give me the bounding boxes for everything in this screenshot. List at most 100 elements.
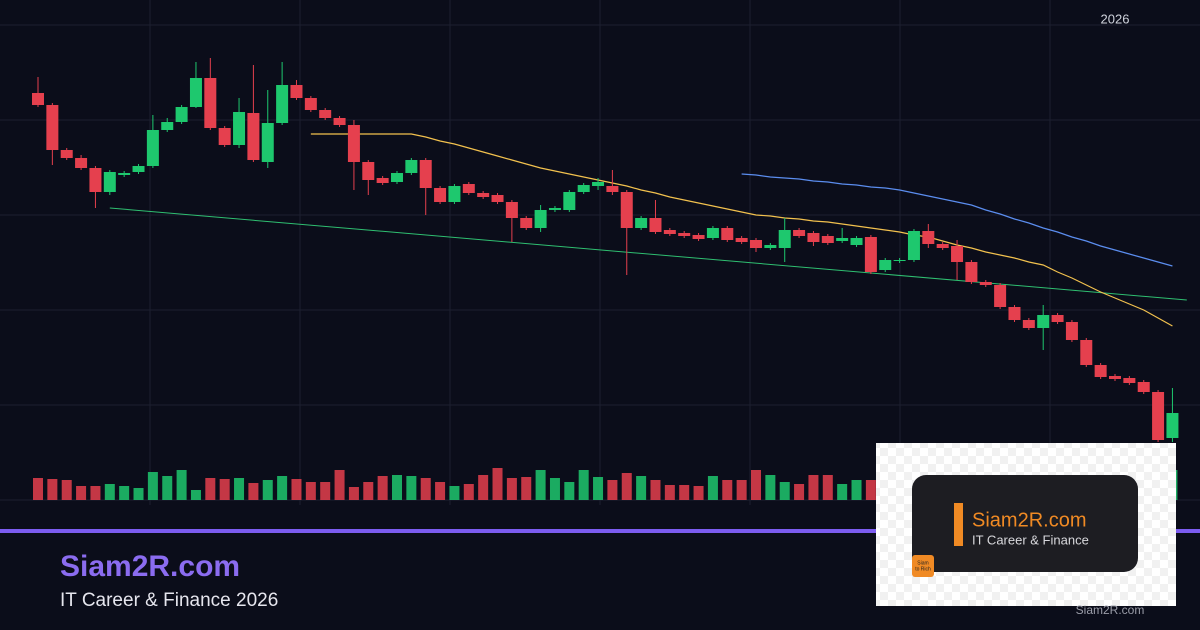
candle-body <box>750 240 762 248</box>
candle-body <box>290 85 303 98</box>
volume-bar <box>636 476 647 500</box>
volume-bar <box>435 482 446 500</box>
candle-body <box>132 166 145 172</box>
volume-bar <box>61 480 72 500</box>
candle-body <box>391 173 403 182</box>
volume-bar <box>751 470 761 500</box>
candle-body <box>175 107 188 122</box>
candle-body <box>161 122 174 130</box>
candle-body <box>75 158 88 168</box>
volume-bar <box>377 476 388 500</box>
volume-bar <box>305 482 316 500</box>
candle-body <box>405 160 418 173</box>
volume-bar <box>147 472 158 500</box>
candle-body <box>520 218 533 228</box>
moving-average <box>741 173 1173 267</box>
candle-body <box>821 236 834 243</box>
volume-bar <box>492 468 503 500</box>
volume-bar <box>33 478 43 500</box>
candle-body <box>951 246 964 262</box>
candle-body <box>778 230 791 248</box>
candle-body <box>462 184 475 193</box>
overlay-subtitle: IT Career & Finance <box>972 532 1089 547</box>
grid <box>0 0 1200 505</box>
overlay-icon <box>912 555 934 577</box>
volume-bar <box>205 478 216 500</box>
volume-bar <box>607 480 618 500</box>
candle-body <box>907 231 920 260</box>
candle-body <box>807 233 820 242</box>
candle-body <box>1051 315 1064 322</box>
volume-bar <box>277 476 288 500</box>
volume-bar <box>219 479 230 500</box>
candle-body <box>376 178 389 183</box>
volume-bar <box>348 487 359 500</box>
volume-bar <box>564 482 575 500</box>
candle-body <box>548 208 561 210</box>
volume-bar <box>808 475 819 500</box>
moving-average <box>310 133 1173 327</box>
candle-body <box>1022 320 1035 328</box>
volume-bar <box>76 486 87 500</box>
candle-body <box>60 150 73 158</box>
icon-text: Siam <box>917 560 928 566</box>
candle-body <box>333 118 346 125</box>
volume-bar <box>133 488 144 500</box>
candle-body <box>1137 382 1150 392</box>
candle-body <box>1094 365 1107 377</box>
candle-body <box>692 235 705 239</box>
overlay-title: Siam2R.com <box>972 509 1086 531</box>
volume-bar <box>463 484 474 500</box>
volume-bar <box>190 490 201 500</box>
candle-body <box>477 193 490 197</box>
candle-body <box>233 112 246 145</box>
volume-bar <box>478 475 489 500</box>
volume-bar <box>549 478 560 500</box>
volume-bar <box>506 478 517 500</box>
candle-body <box>678 233 691 236</box>
candle-body <box>434 188 447 202</box>
volume-bar <box>535 470 546 500</box>
volume-bar <box>822 475 833 500</box>
candle-body <box>247 113 260 160</box>
candle-body <box>304 98 317 110</box>
divider <box>0 529 1200 533</box>
volume-bar <box>521 477 532 500</box>
candle-body <box>649 218 662 232</box>
candle-body <box>534 210 547 228</box>
volume-bar <box>262 480 273 500</box>
candle-body <box>261 123 274 162</box>
candle-body <box>32 93 44 105</box>
volume-bar <box>664 485 675 500</box>
candle-body <box>419 160 432 188</box>
candle-body <box>1123 378 1136 383</box>
volume-bar <box>865 480 876 500</box>
volume-bar <box>736 480 747 500</box>
candle-body <box>893 260 906 261</box>
overlay-accent <box>954 503 963 546</box>
candle-body <box>965 262 978 282</box>
volume-bar <box>794 484 805 500</box>
volume-bar <box>693 486 704 500</box>
candle-body <box>146 130 159 166</box>
candle-body <box>1152 392 1165 440</box>
candle-body <box>1008 307 1021 320</box>
candle-body <box>505 202 518 218</box>
candle-body <box>721 228 734 240</box>
candle-body <box>1109 376 1121 379</box>
candle-body <box>491 195 504 202</box>
candle-body <box>362 162 375 180</box>
volume-bar <box>406 476 417 500</box>
candle-body <box>204 78 217 128</box>
icon-text: to Rich <box>915 566 931 572</box>
candle-body <box>864 237 877 272</box>
candle-body <box>793 230 806 236</box>
volume-bar <box>679 485 690 500</box>
candle-body <box>979 282 992 285</box>
watermark: Siam2R.com <box>1076 603 1145 617</box>
volume-bar <box>851 480 862 500</box>
candle-body <box>922 231 935 244</box>
candle-body <box>994 285 1007 307</box>
candle-body <box>189 78 202 107</box>
volume-bar <box>47 479 58 500</box>
